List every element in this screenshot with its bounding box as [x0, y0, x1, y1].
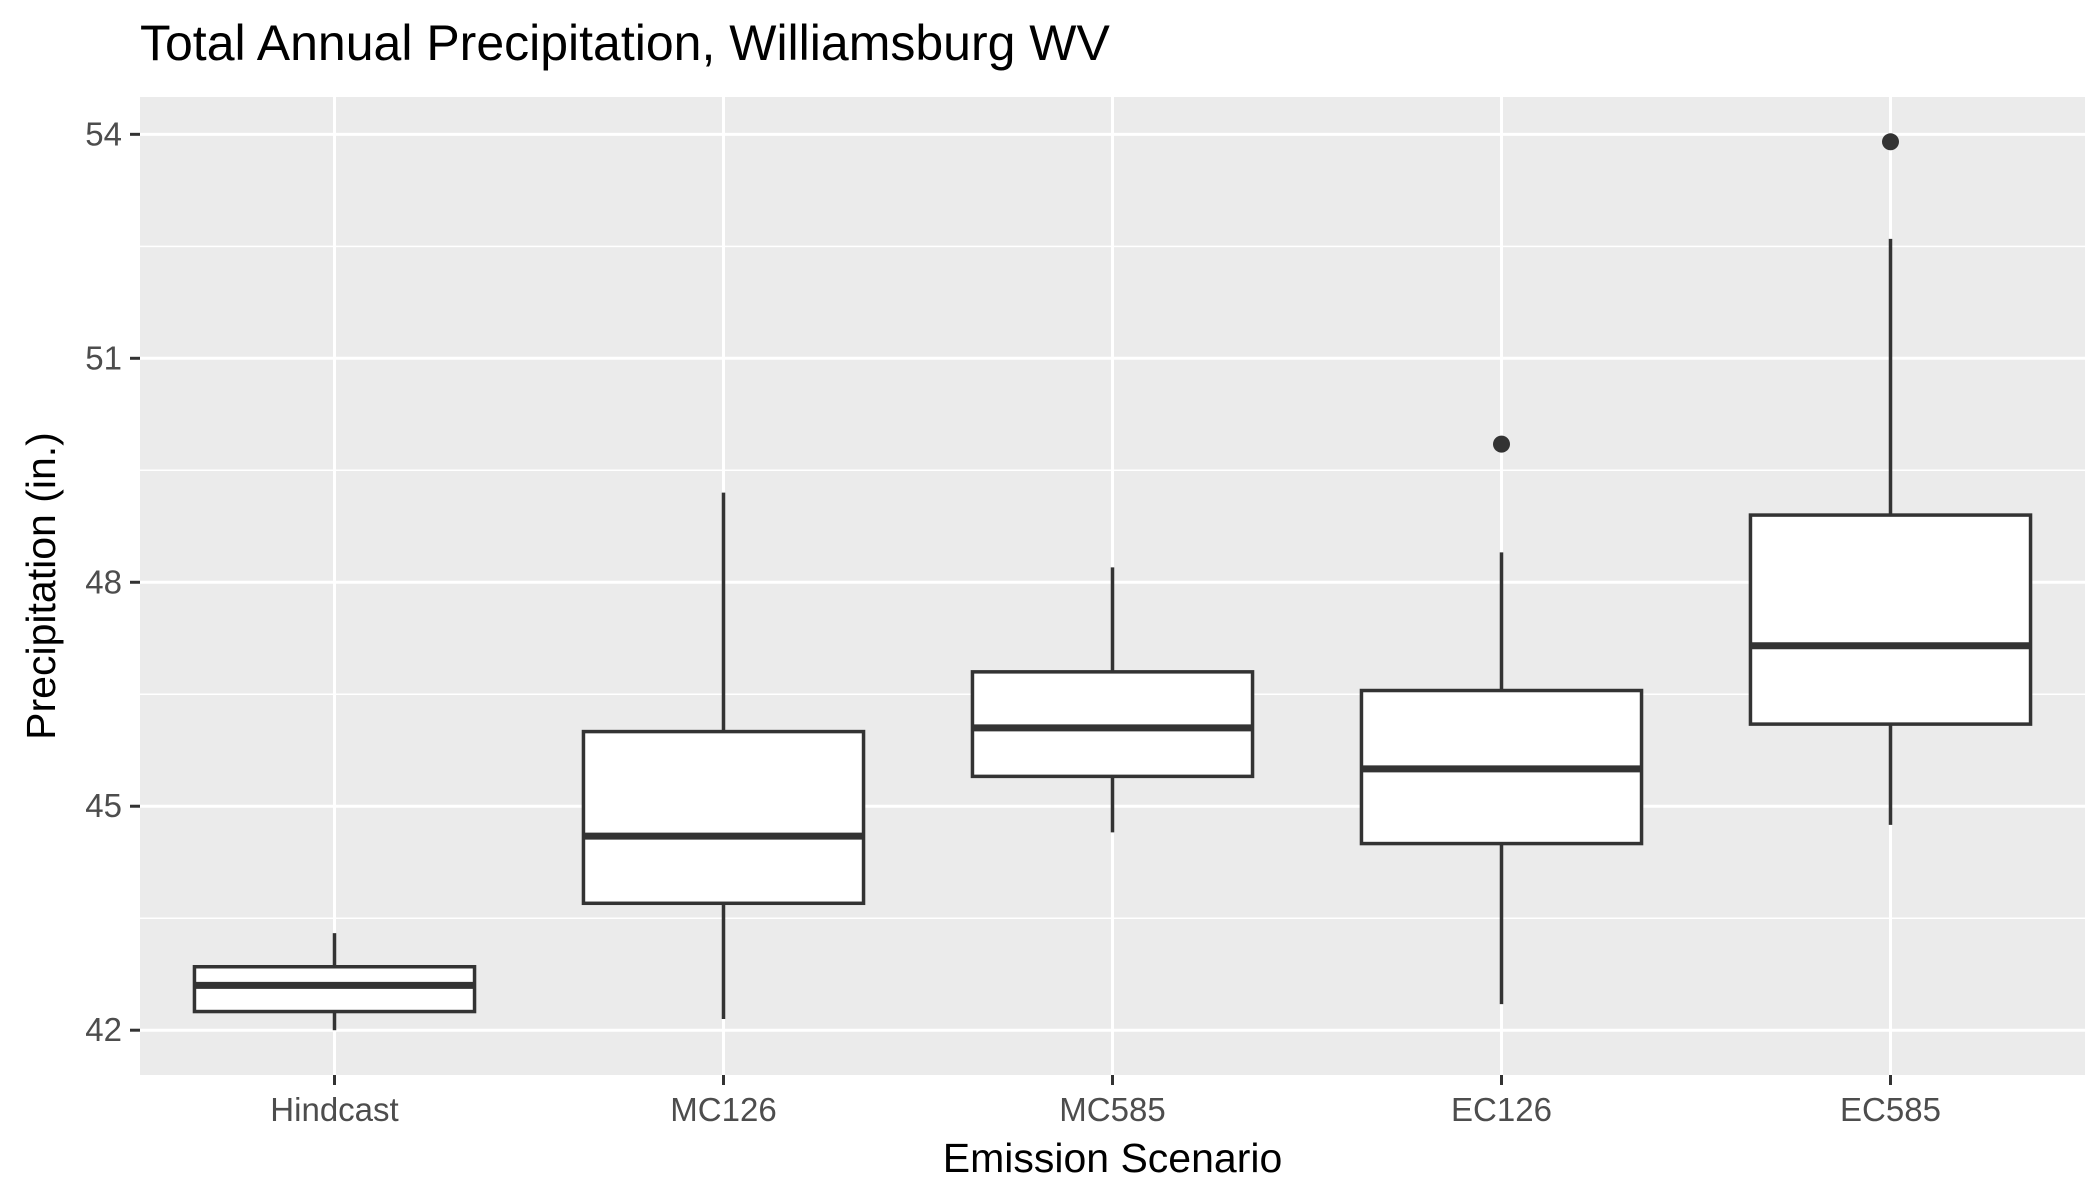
- outlier-point: [1493, 435, 1510, 453]
- iqr-box: [192, 964, 477, 1014]
- y-tick-label: 42: [85, 1011, 122, 1048]
- box-series: [192, 133, 2033, 1031]
- x-tick-label: MC126: [670, 1091, 776, 1128]
- box-mc126: [581, 492, 866, 1020]
- iqr-box: [970, 670, 1255, 779]
- y-tick-label: 45: [85, 787, 122, 824]
- outlier-point: [1882, 133, 1899, 151]
- x-tick-label: EC585: [1840, 1091, 1941, 1128]
- x-axis-title: Emission Scenario: [943, 1135, 1283, 1181]
- x-tick-label: Hindcast: [270, 1091, 398, 1128]
- iqr-box: [581, 729, 866, 906]
- x-tick-label: MC585: [1059, 1091, 1165, 1128]
- y-tick-label: 51: [85, 339, 122, 376]
- box-ec585: [1748, 133, 2033, 825]
- y-tick-label: 54: [85, 115, 122, 152]
- x-axis: Hindcast MC126 MC585 EC126 EC585: [270, 1075, 1941, 1128]
- box-hindcast: [192, 933, 477, 1031]
- y-axis-title: Precipitation (in.): [18, 432, 64, 740]
- y-tick-label: 48: [85, 563, 122, 600]
- box-mc585: [970, 567, 1255, 833]
- chart-title: Total Annual Precipitation, Williamsburg…: [140, 15, 1110, 71]
- box-ec126: [1359, 435, 1644, 1005]
- x-tick-label: EC126: [1451, 1091, 1552, 1128]
- y-axis: 42 45 48 51 54: [85, 115, 140, 1048]
- iqr-box: [1748, 513, 2033, 726]
